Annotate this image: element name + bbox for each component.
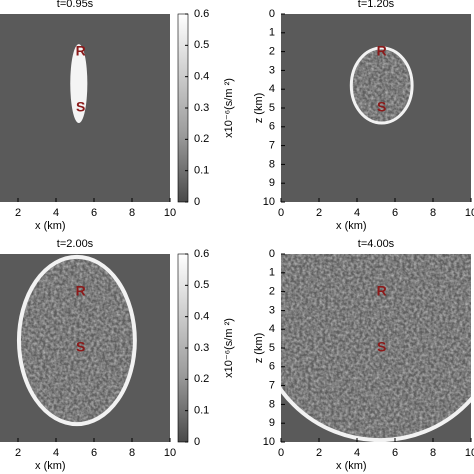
x-tick-label: 4 <box>354 447 360 459</box>
y-tick-label: 7 <box>269 140 275 152</box>
station-label: S <box>377 99 386 115</box>
station-label: R <box>377 42 387 58</box>
panel-title: t=1.20s <box>358 0 395 10</box>
y-tick-label: 10 <box>263 196 275 208</box>
x-tick-label: 8 <box>129 447 135 459</box>
y-tick-label: 0 <box>269 248 275 260</box>
x-tick-label: 8 <box>129 207 135 219</box>
x-tick-label: 8 <box>430 207 436 219</box>
x-axis-label: x (km) <box>35 220 66 232</box>
colorbar-tick-label: 0.5 <box>194 39 209 51</box>
x-tick-label: 4 <box>354 207 360 219</box>
y-tick-label: 8 <box>269 398 275 410</box>
panel <box>0 14 170 202</box>
colorbar-label: x10⁻⁶(s/m ²) <box>223 78 235 138</box>
kernel-texture <box>281 254 471 441</box>
colorbar-tick-label: 0 <box>194 436 200 448</box>
x-tick-label: 6 <box>91 207 97 219</box>
y-tick-label: 6 <box>269 361 275 373</box>
y-tick-label: 0 <box>269 8 275 20</box>
x-tick-label: 10 <box>164 207 176 219</box>
colorbar-tick-label: 0.1 <box>194 165 209 177</box>
y-axis-label: z (km) <box>253 93 265 124</box>
kernel-ring <box>16 254 137 427</box>
y-tick-label: 10 <box>263 436 275 448</box>
panel <box>0 254 170 442</box>
kernel-rod <box>70 44 88 124</box>
x-tick-label: 4 <box>53 447 59 459</box>
y-tick-label: 3 <box>269 304 275 316</box>
panel-title: t=4.00s <box>358 238 395 250</box>
x-axis-label: x (km) <box>336 460 367 472</box>
colorbar-label: x10⁻⁶(s/m ²) <box>223 318 235 378</box>
y-tick-label: 8 <box>269 158 275 170</box>
panel-title: t=0.95s <box>57 0 94 10</box>
station-label: R <box>76 42 86 58</box>
y-tick-label: 2 <box>269 46 275 58</box>
y-tick-label: 9 <box>269 417 275 429</box>
y-tick-label: 1 <box>269 27 275 39</box>
colorbar-tick-label: 0.5 <box>194 279 209 291</box>
station-label: S <box>76 339 85 355</box>
colorbar-tick-label: 0 <box>194 196 200 208</box>
y-tick-label: 5 <box>269 102 275 114</box>
kernel-texture <box>351 47 413 124</box>
kernel-ring <box>281 386 471 442</box>
kernel-ring <box>349 46 414 125</box>
colorbar-tick-label: 0.3 <box>194 102 209 114</box>
x-tick-label: 2 <box>15 207 21 219</box>
x-tick-label: 6 <box>392 447 398 459</box>
panel <box>281 254 471 442</box>
y-tick-label: 1 <box>269 267 275 279</box>
kernel-texture <box>18 256 135 425</box>
wavefront <box>281 254 471 442</box>
x-tick-label: 10 <box>465 447 474 459</box>
colorbar-tick-label: 0.6 <box>194 248 209 260</box>
station-label: R <box>377 282 387 298</box>
x-axis-label: x (km) <box>35 460 66 472</box>
station-label: R <box>76 282 86 298</box>
y-tick-label: 4 <box>269 323 275 335</box>
station-label: S <box>377 339 386 355</box>
colorbar-tick-label: 0.2 <box>194 373 209 385</box>
y-tick-label: 2 <box>269 286 275 298</box>
x-tick-label: 6 <box>91 447 97 459</box>
x-tick-label: 0 <box>278 207 284 219</box>
y-tick-label: 3 <box>269 64 275 76</box>
colorbar-tick-label: 0.6 <box>194 8 209 20</box>
y-tick-label: 6 <box>269 121 275 133</box>
x-tick-label: 6 <box>392 207 398 219</box>
colorbar-tick-label: 0.4 <box>194 71 209 83</box>
x-tick-label: 4 <box>53 207 59 219</box>
y-axis-label: z (km) <box>253 333 265 364</box>
x-tick-label: 2 <box>15 447 21 459</box>
y-tick-label: 9 <box>269 177 275 189</box>
x-axis-label: x (km) <box>336 220 367 232</box>
panel <box>281 14 471 202</box>
colorbar-tick-label: 0.4 <box>194 311 209 323</box>
colorbar-tick-label: 0.3 <box>194 342 209 354</box>
x-tick-label: 2 <box>316 447 322 459</box>
y-tick-label: 5 <box>269 342 275 354</box>
x-tick-label: 0 <box>278 447 284 459</box>
x-tick-label: 2 <box>316 207 322 219</box>
colorbar-tick-label: 0.1 <box>194 405 209 417</box>
panel-title: t=2.00s <box>57 238 94 250</box>
colorbar-tick-label: 0.2 <box>194 133 209 145</box>
station-label: S <box>76 99 85 115</box>
y-tick-label: 4 <box>269 83 275 95</box>
x-tick-label: 8 <box>430 447 436 459</box>
wavefront <box>70 44 88 124</box>
y-tick-label: 7 <box>269 380 275 392</box>
wavefront <box>349 46 414 125</box>
x-tick-label: 10 <box>465 207 474 219</box>
wavefront <box>16 254 137 427</box>
x-tick-label: 10 <box>164 447 176 459</box>
